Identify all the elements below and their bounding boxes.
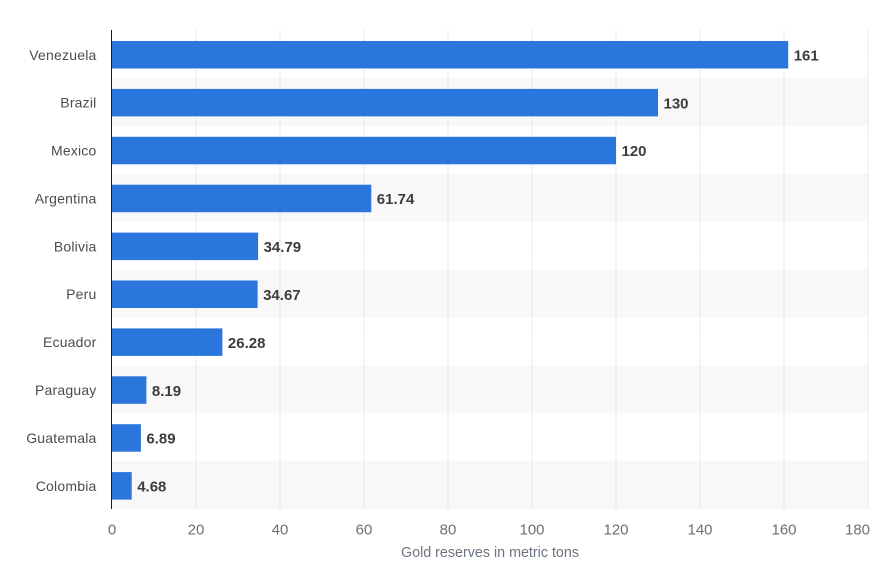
svg-text:Gold reserves in metric tons: Gold reserves in metric tons xyxy=(401,545,579,561)
svg-text:Mexico: Mexico xyxy=(51,143,97,159)
svg-text:161: 161 xyxy=(794,48,819,65)
svg-text:8.19: 8.19 xyxy=(152,383,181,400)
svg-text:140: 140 xyxy=(687,522,712,539)
svg-text:120: 120 xyxy=(622,143,647,160)
svg-text:Brazil: Brazil xyxy=(60,95,96,111)
svg-text:20: 20 xyxy=(188,522,205,539)
svg-text:60: 60 xyxy=(356,522,373,539)
svg-text:61.74: 61.74 xyxy=(377,191,415,208)
svg-text:Ecuador: Ecuador xyxy=(43,334,97,350)
svg-text:40: 40 xyxy=(272,522,289,539)
svg-text:26.28: 26.28 xyxy=(228,335,266,352)
svg-text:180: 180 xyxy=(845,522,870,539)
svg-text:160: 160 xyxy=(771,522,796,539)
svg-text:0: 0 xyxy=(108,522,116,539)
svg-text:Paraguay: Paraguay xyxy=(35,382,97,398)
svg-text:34.67: 34.67 xyxy=(263,287,301,304)
svg-text:80: 80 xyxy=(440,522,457,539)
svg-text:Peru: Peru xyxy=(66,286,96,302)
svg-text:130: 130 xyxy=(664,95,689,112)
svg-text:4.68: 4.68 xyxy=(137,479,166,496)
svg-text:Venezuela: Venezuela xyxy=(29,47,96,63)
svg-text:Guatemala: Guatemala xyxy=(26,430,96,446)
svg-text:Bolivia: Bolivia xyxy=(54,238,97,254)
svg-text:120: 120 xyxy=(603,522,628,539)
svg-text:100: 100 xyxy=(519,522,544,539)
svg-text:Colombia: Colombia xyxy=(36,478,97,494)
svg-text:Argentina: Argentina xyxy=(35,190,97,206)
svg-text:34.79: 34.79 xyxy=(264,239,302,256)
svg-text:6.89: 6.89 xyxy=(146,431,175,448)
